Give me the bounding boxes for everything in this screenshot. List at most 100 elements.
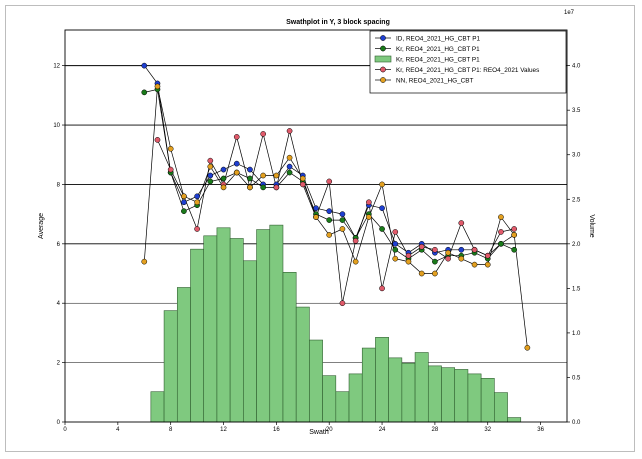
volume-bar [309, 339, 323, 423]
y2-tick-label: 2.0 [572, 242, 581, 248]
volume-bar [494, 392, 508, 423]
series-point [273, 184, 280, 191]
series-point [352, 258, 359, 265]
x-axis-label: Swath [309, 429, 329, 436]
volume-bar [229, 238, 244, 423]
series-point [141, 258, 148, 265]
series-point [233, 160, 240, 167]
y2-tick-label: 2.5 [572, 197, 581, 203]
series-point [432, 246, 438, 253]
series-point [260, 184, 267, 191]
legend-marker [380, 66, 386, 73]
volume-bar [467, 373, 482, 423]
series-point [432, 270, 438, 277]
series-point [247, 184, 253, 191]
x-tick-label: 12 [220, 427, 227, 433]
legend-label: Kr, REO4_2021_HG_CBT P1 [396, 46, 480, 53]
legend-patch [374, 55, 392, 63]
x-tick-label: 24 [379, 427, 386, 433]
volume-bar [401, 362, 416, 423]
x-tick-label: 32 [484, 427, 491, 433]
y-tick-label: 10 [53, 123, 60, 129]
volume-bar [256, 229, 271, 423]
series-point [220, 175, 227, 182]
volume-bar [480, 378, 495, 423]
series-point [207, 172, 214, 179]
series-point [405, 252, 412, 259]
series-point [471, 246, 478, 253]
series-point [392, 229, 399, 235]
volume-bar [507, 417, 522, 423]
volume-bar [269, 224, 284, 423]
volume-bars [150, 224, 522, 423]
volume-bar [163, 310, 178, 423]
volume-bar [243, 260, 257, 423]
series-point [471, 261, 478, 268]
y2-tick-label: 4.0 [572, 64, 581, 70]
series-point [326, 178, 333, 185]
series-point [484, 261, 491, 268]
series-point [207, 157, 214, 164]
y-tick-label: 8 [57, 182, 61, 188]
series-point [365, 214, 372, 220]
series-point [405, 258, 412, 265]
volume-bar [190, 248, 205, 423]
series-point [392, 240, 399, 247]
series-point [247, 166, 253, 173]
y-tick-label: 4 [57, 301, 61, 307]
x-tick-label: 36 [537, 427, 544, 433]
series-point [194, 193, 200, 200]
series-point [458, 246, 465, 253]
legend-label: Kr, REO4_2021_HG_CBT P1 [396, 56, 480, 63]
series-point [458, 220, 465, 226]
series-point [194, 199, 200, 206]
series-point [313, 205, 319, 212]
legend-marker [380, 77, 386, 83]
legend-label: NN, REO4_2021_HG_CBT [396, 77, 474, 84]
series-point [392, 246, 399, 253]
series-point [484, 252, 491, 259]
series-point [379, 285, 385, 292]
y2-tick-label: 3.0 [572, 153, 581, 159]
volume-bar [454, 369, 469, 423]
y2-tick-label: 1.5 [572, 286, 581, 292]
series-lines [141, 62, 531, 351]
y-tick-label: 0 [57, 420, 61, 426]
y-tick-label: 2 [57, 361, 61, 367]
volume-bar [216, 227, 231, 423]
series-point [141, 89, 148, 96]
series-point [167, 145, 174, 152]
volume-bar [335, 391, 350, 423]
series-point [511, 226, 518, 232]
volume-bar [150, 391, 165, 423]
legend-marker [380, 45, 386, 52]
series-point [445, 249, 451, 256]
series-point [379, 205, 385, 212]
legend-marker [380, 35, 386, 41]
legend-label: ID, REO4_2021_HG_CBT P1 [396, 35, 481, 42]
x-tick-label: 0 [63, 427, 67, 433]
volume-bar [427, 365, 442, 423]
series-point [286, 154, 293, 161]
plot-area [64, 29, 568, 423]
series-point [141, 62, 148, 69]
series-point [326, 232, 333, 238]
axis-ticks: 0 4 8 12 16 20 24 28 32 360246810120.00.51.01.52.… [53, 64, 581, 433]
volume-bar [282, 272, 297, 423]
series-point [418, 270, 425, 277]
series-point [286, 163, 293, 170]
series-point [154, 83, 161, 90]
series-point [181, 193, 187, 200]
volume-bar [295, 306, 310, 423]
series-point [326, 217, 333, 223]
x-tick-label: 20 [326, 427, 333, 433]
volume-bar [441, 367, 456, 423]
series-point [260, 131, 267, 137]
series-point [392, 255, 399, 262]
series-point [511, 232, 518, 238]
series-point [181, 199, 187, 206]
series-point [379, 226, 385, 232]
series-line [144, 65, 515, 257]
volume-bar [375, 337, 389, 423]
